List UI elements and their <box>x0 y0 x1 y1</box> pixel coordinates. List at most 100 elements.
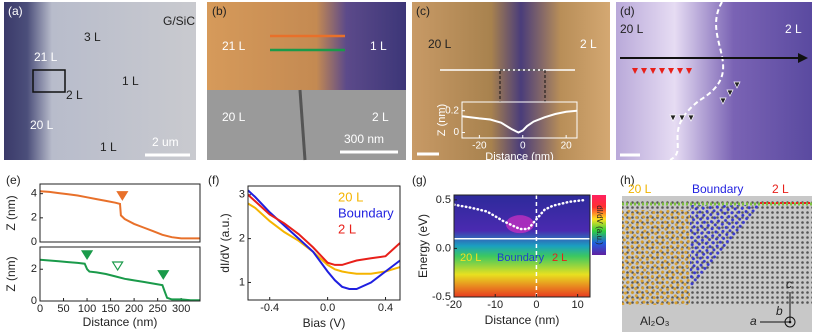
y-tick-label: 2 <box>31 212 37 224</box>
y-axis-label: Energy (eV) <box>416 214 430 278</box>
optical-image <box>4 2 196 160</box>
label: 2 L <box>372 110 389 124</box>
label: 2 L <box>785 22 802 36</box>
label: 2 L <box>772 182 789 196</box>
x-tick-label: 0 <box>533 299 539 311</box>
label: 2 L <box>66 88 83 102</box>
label: 1 L <box>370 39 387 53</box>
series-line <box>452 198 588 231</box>
label: c <box>786 277 792 291</box>
x-tick-label: 50 <box>57 303 69 315</box>
markers <box>632 68 692 74</box>
panel-label: (e) <box>6 173 21 187</box>
marker <box>116 191 129 201</box>
y-tick-label: 2 <box>239 233 245 245</box>
plot-frame <box>461 101 578 139</box>
box <box>32 69 66 93</box>
x-axis-label: Distance (nm) <box>83 315 158 329</box>
label: 21 L <box>222 39 246 53</box>
series-line <box>247 194 401 266</box>
marker <box>157 270 170 280</box>
stm-atomic <box>616 2 812 160</box>
label: 2 L <box>580 37 597 51</box>
label: 21 L <box>34 50 58 64</box>
x-tick-label: 150 <box>101 303 119 315</box>
panel-label: (h) <box>620 173 635 187</box>
label: 20 L <box>620 22 644 36</box>
y-tick-label: 1 <box>239 276 245 288</box>
label: 1 L <box>100 140 117 154</box>
y-tick-label: 0.0 <box>436 242 451 254</box>
marker <box>80 250 94 261</box>
label: 2 L <box>552 252 567 264</box>
x-tick-label: 0.0 <box>320 302 335 314</box>
panel-label: (g) <box>412 173 427 187</box>
label: G/SiC <box>163 14 195 28</box>
axis-b <box>784 316 796 328</box>
y-tick-label: 0 <box>31 236 37 248</box>
stm-topography <box>207 2 406 90</box>
label: b <box>776 304 783 318</box>
x-tick-label: 0.4 <box>378 302 393 314</box>
y-tick-label: 2 <box>31 263 37 275</box>
x-tick-label: 0 <box>520 141 526 152</box>
step-edge <box>298 89 307 161</box>
heatmap-feature <box>505 215 534 234</box>
label: 20 L <box>30 118 54 132</box>
y-tick-label: 3 <box>239 189 245 201</box>
label: Boundary <box>692 182 743 196</box>
x-axis-label: Bias (V) <box>303 316 346 330</box>
panel-label: (a) <box>8 4 23 18</box>
x-tick-label: 10 <box>572 299 584 311</box>
lattice-boundary <box>690 205 760 290</box>
y-axis-label: Z (nm) <box>4 195 18 230</box>
series-line <box>247 202 401 275</box>
legend-entry: Boundary <box>338 205 394 220</box>
legend-entry: 2 L <box>338 221 356 236</box>
series-line <box>247 189 401 290</box>
plot-frame <box>247 185 401 301</box>
y-tick-label: 4 <box>31 188 37 200</box>
marker <box>111 261 124 272</box>
y-axis-label: Z (nm) <box>436 104 448 136</box>
x-tick-label: 200 <box>125 303 143 315</box>
heatmap <box>454 195 590 297</box>
x-tick-label: -20 <box>472 141 487 152</box>
panel-label: (f) <box>208 173 219 187</box>
x-tick-label: -20 <box>446 299 462 311</box>
label: 20 L <box>628 182 652 196</box>
x-tick-label: 300 <box>172 303 190 315</box>
y-axis-label: dI/dV (a.u.) <box>218 213 232 272</box>
lattice-20l <box>622 210 690 305</box>
y-tick-label: 0.2 <box>445 105 459 116</box>
stm-derivative <box>207 90 406 160</box>
boundary-line <box>669 1 725 161</box>
panel-label: (b) <box>212 4 227 18</box>
label: 20 L <box>222 110 246 124</box>
y-tick-label: -0.5 <box>432 291 451 303</box>
y-tick-label: 0.5 <box>436 194 451 206</box>
panel-label: (c) <box>416 4 430 18</box>
label: 2 um <box>152 135 179 149</box>
x-tick-label: 20 <box>561 141 573 152</box>
label: 3 L <box>84 30 101 44</box>
label: a <box>750 314 757 328</box>
series-line <box>39 190 200 240</box>
plot-frame <box>39 246 201 302</box>
axis-b-dot <box>788 320 792 324</box>
x-tick-label: 0 <box>37 303 43 315</box>
x-tick-label: 100 <box>78 303 96 315</box>
x-axis-label: Distance (nm) <box>485 151 553 163</box>
box <box>499 69 546 103</box>
label: 20 L <box>428 37 452 51</box>
colorbar <box>592 195 606 255</box>
x-tick-label: 250 <box>148 303 166 315</box>
label: dI/dV (a.u.) <box>595 205 604 245</box>
panel-label: (d) <box>620 4 635 18</box>
x-tick-label: -0.4 <box>260 302 279 314</box>
y-tick-label: 0 <box>453 127 459 138</box>
arrow-head <box>798 53 808 63</box>
y-axis-label: Z (nm) <box>4 256 18 291</box>
series-line <box>461 109 578 134</box>
